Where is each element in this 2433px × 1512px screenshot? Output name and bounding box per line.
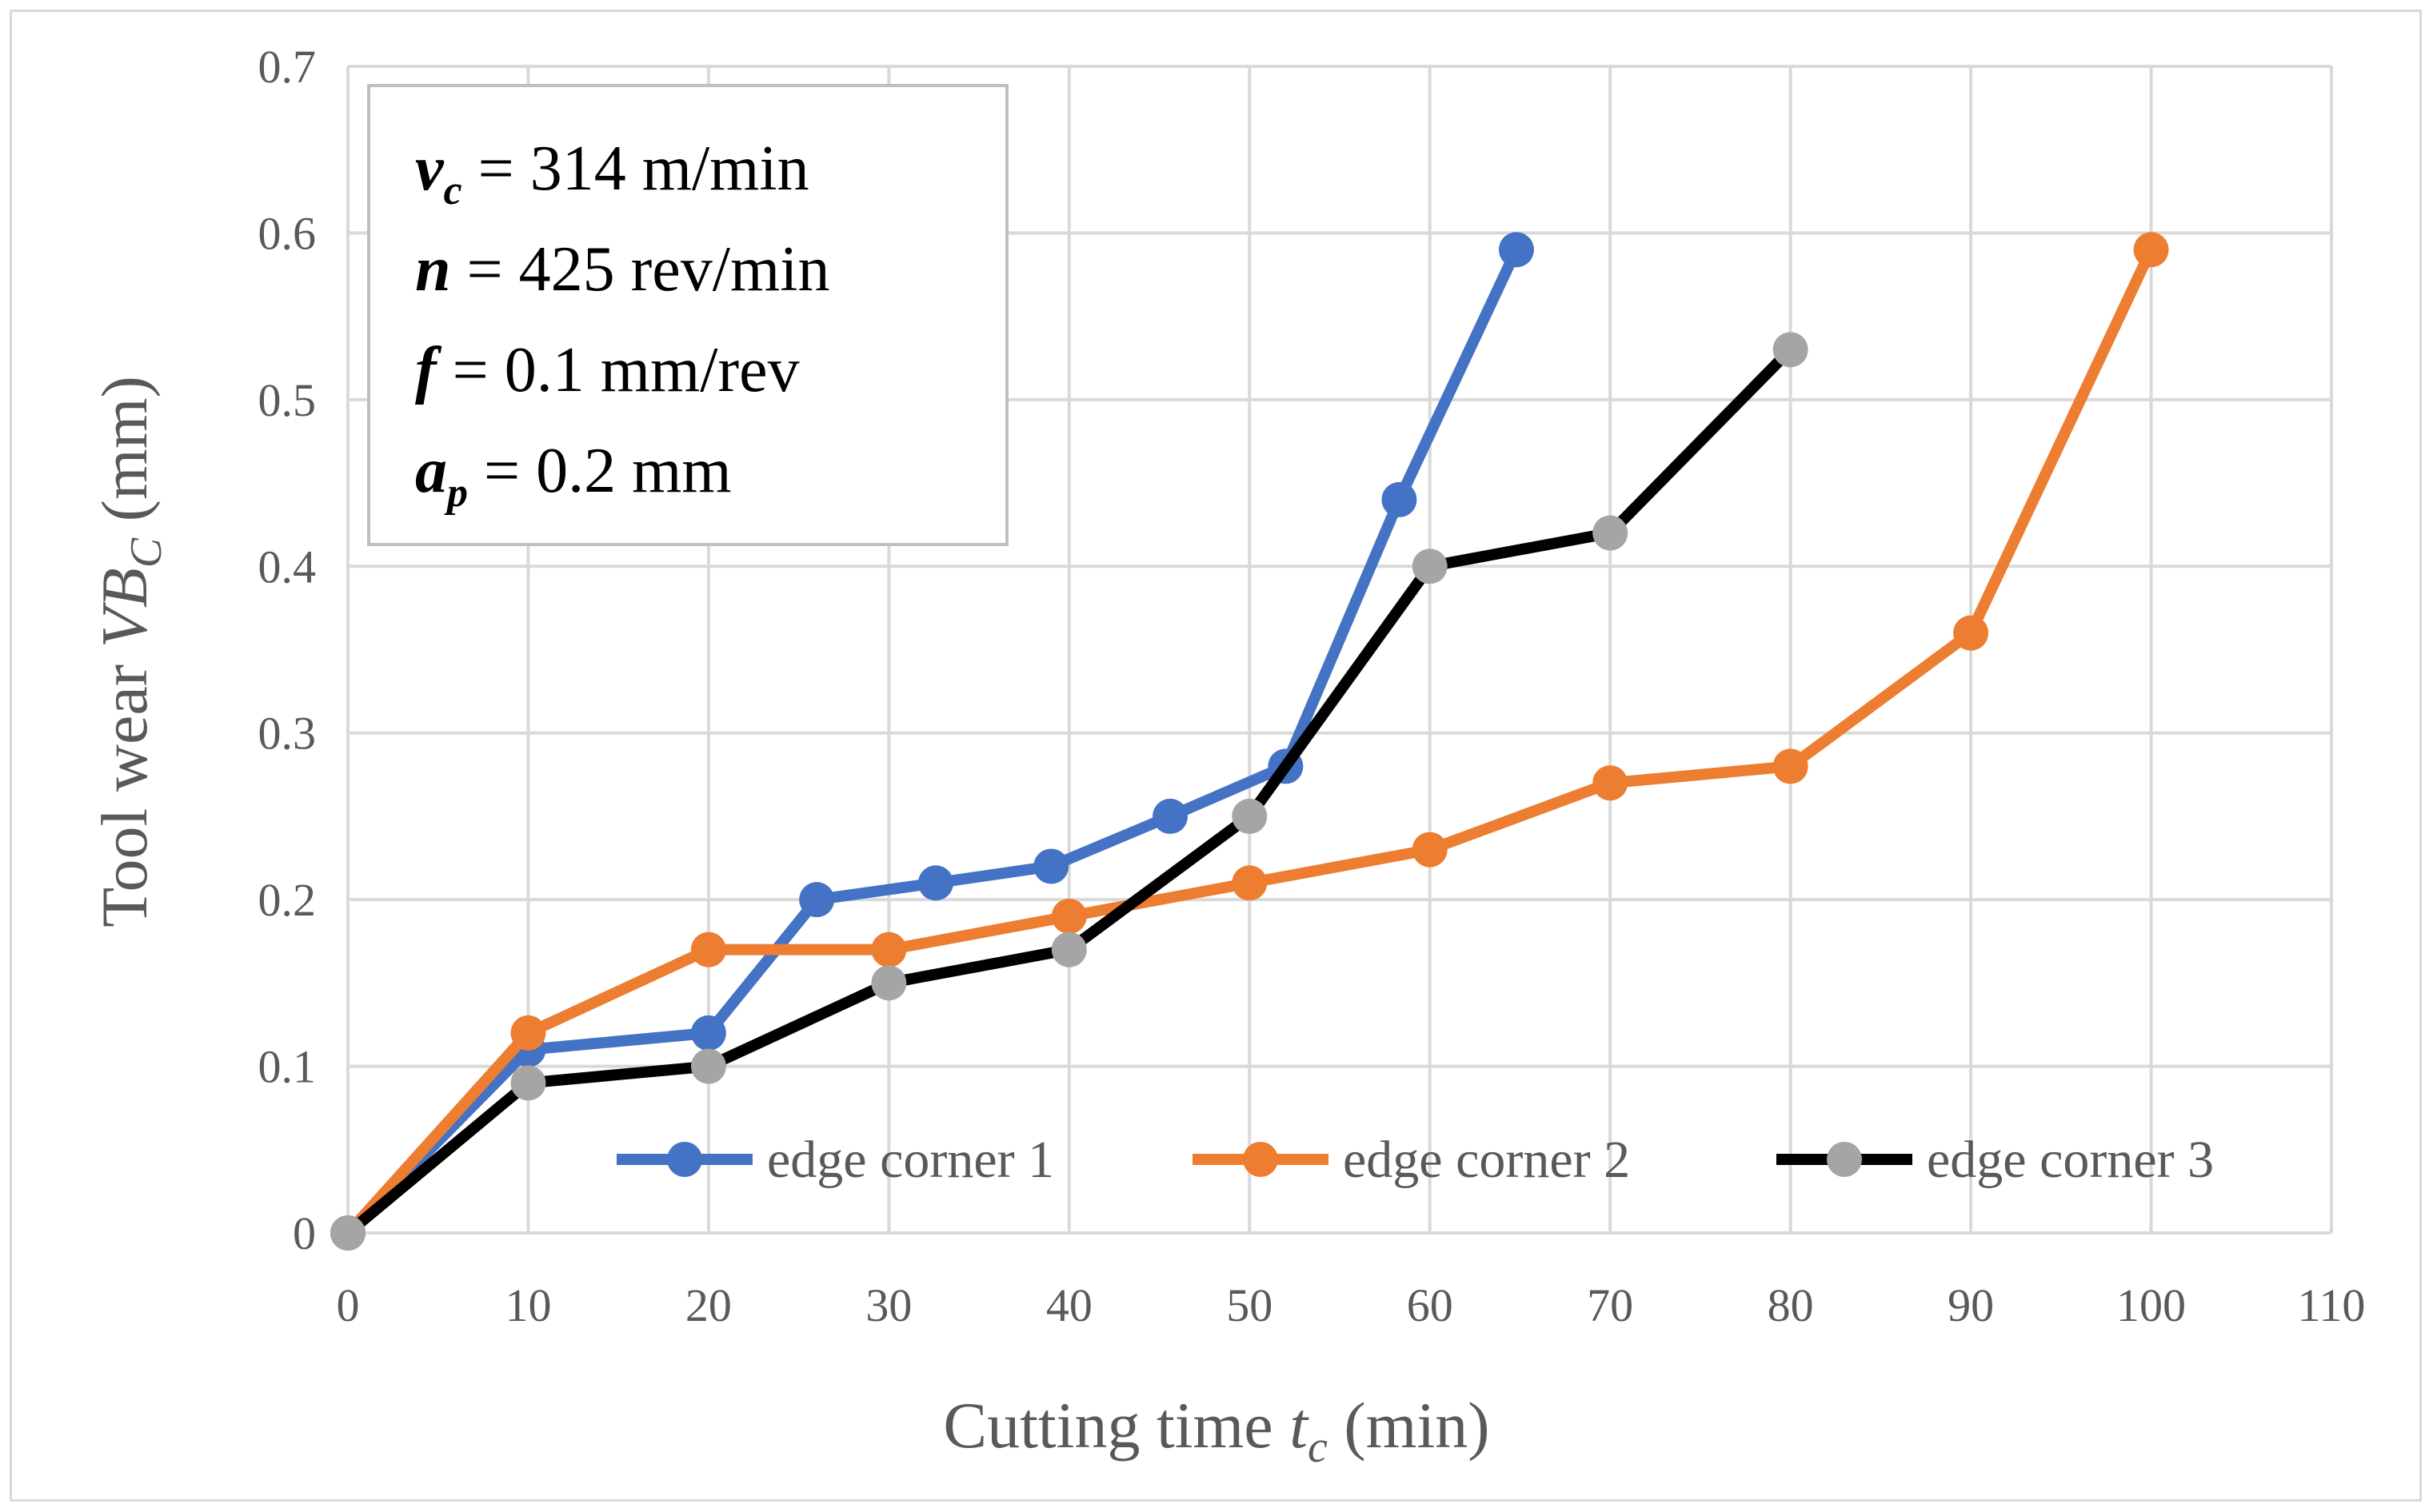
data-point xyxy=(871,965,907,1001)
series-layer xyxy=(330,232,2169,1251)
data-point xyxy=(1592,765,1628,801)
param-depth-of-cut-sub: p xyxy=(444,470,468,516)
chart-container: 0 0.1 0.2 0.3 0.4 0.5 0.6 0.7 0 10 20 30 40 50 60 70 80… xyxy=(10,10,2422,1502)
param-spindle-speed-var: n xyxy=(415,234,451,305)
data-point xyxy=(2133,232,2169,268)
param-feed: f = 0.1 mm/rev xyxy=(415,335,800,405)
data-point xyxy=(510,1015,546,1051)
param-depth-of-cut-value: = 0.2 mm xyxy=(468,436,732,506)
data-point xyxy=(690,1015,726,1051)
data-point xyxy=(1772,332,1808,368)
x-tick-label: 40 xyxy=(1046,1279,1093,1331)
data-point xyxy=(1412,549,1448,584)
y-tick-label: 0.6 xyxy=(258,207,317,259)
param-cutting-speed: vc = 314 m/min xyxy=(415,134,809,213)
y-axis-ticks: 0 0.1 0.2 0.3 0.4 0.5 0.6 0.7 xyxy=(258,41,317,1259)
y-axis-title: Tool wear VBC (mm) xyxy=(88,376,171,928)
y-axis-title-prefix: Tool wear xyxy=(88,648,161,927)
param-spindle-speed: n = 425 rev/min xyxy=(415,234,829,305)
data-point xyxy=(1592,515,1628,551)
series-line-1 xyxy=(342,244,1522,1239)
y-axis-title-var: VB xyxy=(88,568,161,648)
y-tick-label: 0.1 xyxy=(258,1041,317,1093)
y-tick-label: 0.2 xyxy=(258,874,317,926)
parameter-box-frame xyxy=(367,84,1009,546)
x-tick-label: 100 xyxy=(2116,1279,2186,1331)
x-axis-title-var: t xyxy=(1289,1389,1309,1462)
x-tick-label: 20 xyxy=(685,1279,732,1331)
legend-label: edge corner 1 xyxy=(767,1131,1054,1189)
y-tick-label: 0.4 xyxy=(258,541,317,592)
data-point xyxy=(1772,748,1808,784)
param-cutting-speed-var: v xyxy=(415,134,445,204)
y-tick-label: 0.3 xyxy=(258,708,317,760)
x-tick-label: 30 xyxy=(865,1279,912,1331)
y-axis-title-sub: C xyxy=(122,537,171,568)
x-tick-label: 110 xyxy=(2298,1279,2366,1331)
y-tick-label: 0.7 xyxy=(258,41,317,93)
data-point xyxy=(690,1048,726,1084)
param-depth-of-cut-var: a xyxy=(415,436,447,506)
x-tick-label: 70 xyxy=(1587,1279,1633,1331)
data-point xyxy=(1232,865,1268,901)
legend-item-3: edge corner 3 xyxy=(1776,1131,2214,1189)
data-point xyxy=(871,932,907,967)
legend-item-2: edge corner 2 xyxy=(1193,1131,1630,1189)
series-3 xyxy=(330,332,1808,1251)
data-point xyxy=(917,865,953,901)
x-tick-label: 10 xyxy=(505,1279,551,1331)
y-tick-label: 0.5 xyxy=(258,374,317,426)
legend-item-1: edge corner 1 xyxy=(617,1131,1054,1189)
parameter-box: vc = 314 m/min n = 425 rev/min f = 0.1 m… xyxy=(367,84,1009,546)
data-point xyxy=(690,932,726,967)
legend-swatch-marker xyxy=(1827,1142,1862,1177)
x-axis-title: Cutting time tc (min) xyxy=(943,1389,1489,1472)
param-cutting-speed-value: = 314 m/min xyxy=(462,134,809,204)
line-chart: 0 0.1 0.2 0.3 0.4 0.5 0.6 0.7 0 10 20 30 40 50 60 70 80… xyxy=(88,41,2366,1472)
legend-swatch-marker xyxy=(1243,1142,1278,1177)
data-point xyxy=(1498,232,1534,268)
data-point xyxy=(1051,932,1087,967)
data-point xyxy=(1051,898,1087,934)
x-tick-label: 50 xyxy=(1226,1279,1272,1331)
y-tick-label: 0 xyxy=(293,1207,316,1259)
x-axis-title-sub: c xyxy=(1308,1422,1328,1472)
param-feed-value: = 0.1 mm/rev xyxy=(437,335,800,405)
x-axis-title-prefix: Cutting time xyxy=(943,1389,1289,1462)
x-tick-label: 90 xyxy=(1948,1279,1994,1331)
data-point xyxy=(799,882,835,918)
data-point xyxy=(1953,615,1989,651)
y-axis-title-suffix: (mm) xyxy=(88,376,161,538)
legend: edge corner 1 edge corner 2 edge corner 3 xyxy=(617,1131,2214,1189)
x-axis-title-suffix: (min) xyxy=(1328,1389,1490,1462)
data-point xyxy=(1412,832,1448,868)
data-point xyxy=(1153,798,1189,834)
data-point xyxy=(510,1065,546,1101)
x-tick-label: 80 xyxy=(1768,1279,1814,1331)
data-point xyxy=(1381,481,1417,517)
legend-swatch-marker xyxy=(667,1142,702,1177)
data-point xyxy=(1232,798,1268,834)
param-spindle-speed-value: = 425 rev/min xyxy=(451,234,830,305)
legend-label: edge corner 2 xyxy=(1343,1131,1630,1189)
param-cutting-speed-sub: c xyxy=(444,168,462,213)
x-axis-ticks: 0 10 20 30 40 50 60 70 80 90 100 110 xyxy=(337,1279,2366,1331)
data-point xyxy=(330,1215,366,1251)
x-tick-label: 60 xyxy=(1407,1279,1453,1331)
x-tick-label: 0 xyxy=(337,1279,360,1331)
legend-label: edge corner 3 xyxy=(1927,1131,2214,1189)
data-point xyxy=(1033,848,1069,884)
param-depth-of-cut: ap = 0.2 mm xyxy=(415,436,732,516)
